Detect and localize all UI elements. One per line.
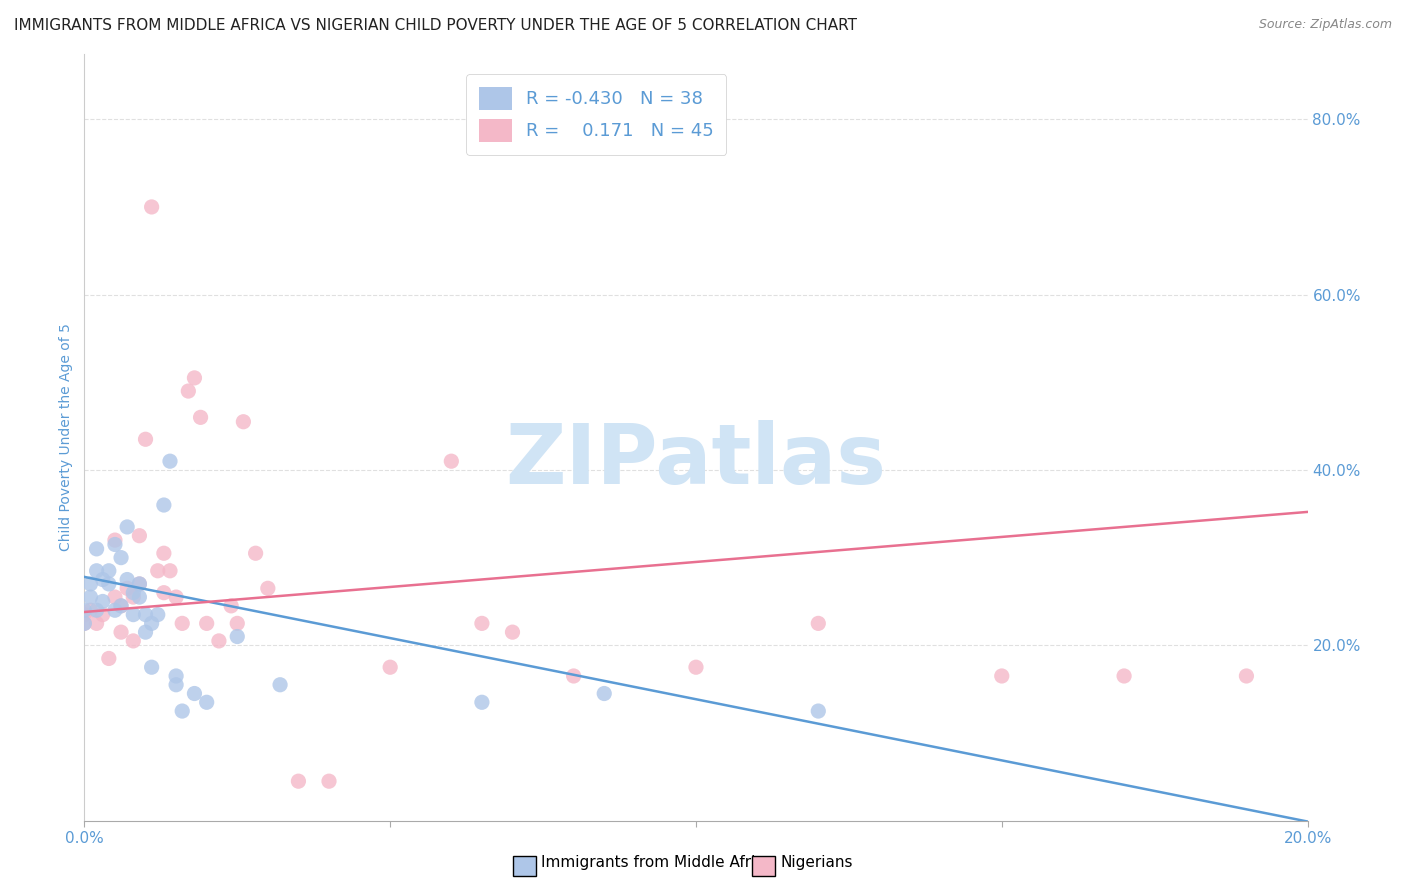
Point	[183, 686, 205, 700]
Point	[135, 432, 157, 446]
Point	[1236, 669, 1258, 683]
Point	[153, 585, 176, 599]
Point	[177, 384, 200, 398]
Legend: R = -0.430   N = 38, R =    0.171   N = 45: R = -0.430 N = 38, R = 0.171 N = 45	[467, 74, 727, 155]
Point	[110, 550, 132, 565]
Point	[195, 695, 218, 709]
Point	[141, 200, 163, 214]
Point	[122, 634, 145, 648]
Point	[110, 599, 132, 613]
Point	[502, 625, 524, 640]
Point	[146, 564, 169, 578]
Point	[146, 607, 169, 622]
Point	[104, 537, 127, 551]
Point	[135, 607, 157, 622]
Text: Source: ZipAtlas.com: Source: ZipAtlas.com	[1258, 18, 1392, 31]
Point	[128, 590, 150, 604]
Point	[91, 594, 114, 608]
Point	[991, 669, 1014, 683]
Point	[122, 607, 145, 622]
Point	[153, 498, 176, 512]
Point	[73, 603, 96, 617]
Point	[122, 590, 145, 604]
Point	[257, 582, 280, 596]
Point	[165, 669, 187, 683]
Point	[79, 577, 101, 591]
Point	[440, 454, 463, 468]
Point	[165, 590, 187, 604]
Point	[110, 599, 132, 613]
Point	[153, 546, 176, 560]
Point	[1114, 669, 1136, 683]
Point	[190, 410, 212, 425]
Point	[115, 573, 138, 587]
Point	[86, 603, 108, 617]
Point	[183, 371, 205, 385]
Point	[97, 564, 120, 578]
Point	[115, 582, 138, 596]
Point	[219, 599, 242, 613]
Point	[195, 616, 218, 631]
Point	[79, 590, 101, 604]
Point	[380, 660, 402, 674]
Text: ZIPatlas: ZIPatlas	[506, 419, 886, 500]
Point	[471, 695, 494, 709]
Point	[91, 607, 114, 622]
Text: IMMIGRANTS FROM MIDDLE AFRICA VS NIGERIAN CHILD POVERTY UNDER THE AGE OF 5 CORRE: IMMIGRANTS FROM MIDDLE AFRICA VS NIGERIA…	[14, 18, 858, 33]
Point	[232, 415, 254, 429]
Point	[97, 577, 120, 591]
Point	[73, 616, 96, 631]
Y-axis label: Child Poverty Under the Age of 5: Child Poverty Under the Age of 5	[59, 323, 73, 551]
Point	[128, 577, 150, 591]
Point	[122, 585, 145, 599]
Point	[97, 651, 120, 665]
Point	[104, 590, 127, 604]
Point	[208, 634, 231, 648]
Point	[269, 678, 291, 692]
Point	[593, 686, 616, 700]
Point	[172, 616, 194, 631]
Point	[86, 564, 108, 578]
Point	[165, 678, 187, 692]
Point	[245, 546, 267, 560]
Text: Nigerians: Nigerians	[780, 855, 853, 870]
Point	[115, 520, 138, 534]
Point	[73, 607, 96, 622]
Point	[471, 616, 494, 631]
Point	[562, 669, 585, 683]
Point	[135, 625, 157, 640]
Point	[807, 616, 830, 631]
Point	[226, 630, 249, 644]
Point	[172, 704, 194, 718]
Point	[79, 603, 101, 617]
Point	[128, 577, 150, 591]
Point	[685, 660, 707, 674]
Point	[159, 564, 181, 578]
Point	[141, 616, 163, 631]
Point	[807, 704, 830, 718]
Point	[141, 660, 163, 674]
Point	[226, 616, 249, 631]
Point	[318, 774, 340, 789]
Point	[86, 616, 108, 631]
Text: Immigrants from Middle Africa: Immigrants from Middle Africa	[541, 855, 773, 870]
Point	[128, 529, 150, 543]
Point	[86, 541, 108, 556]
Point	[159, 454, 181, 468]
Point	[110, 625, 132, 640]
Point	[104, 603, 127, 617]
Point	[91, 573, 114, 587]
Point	[287, 774, 309, 789]
Point	[73, 616, 96, 631]
Point	[104, 533, 127, 547]
